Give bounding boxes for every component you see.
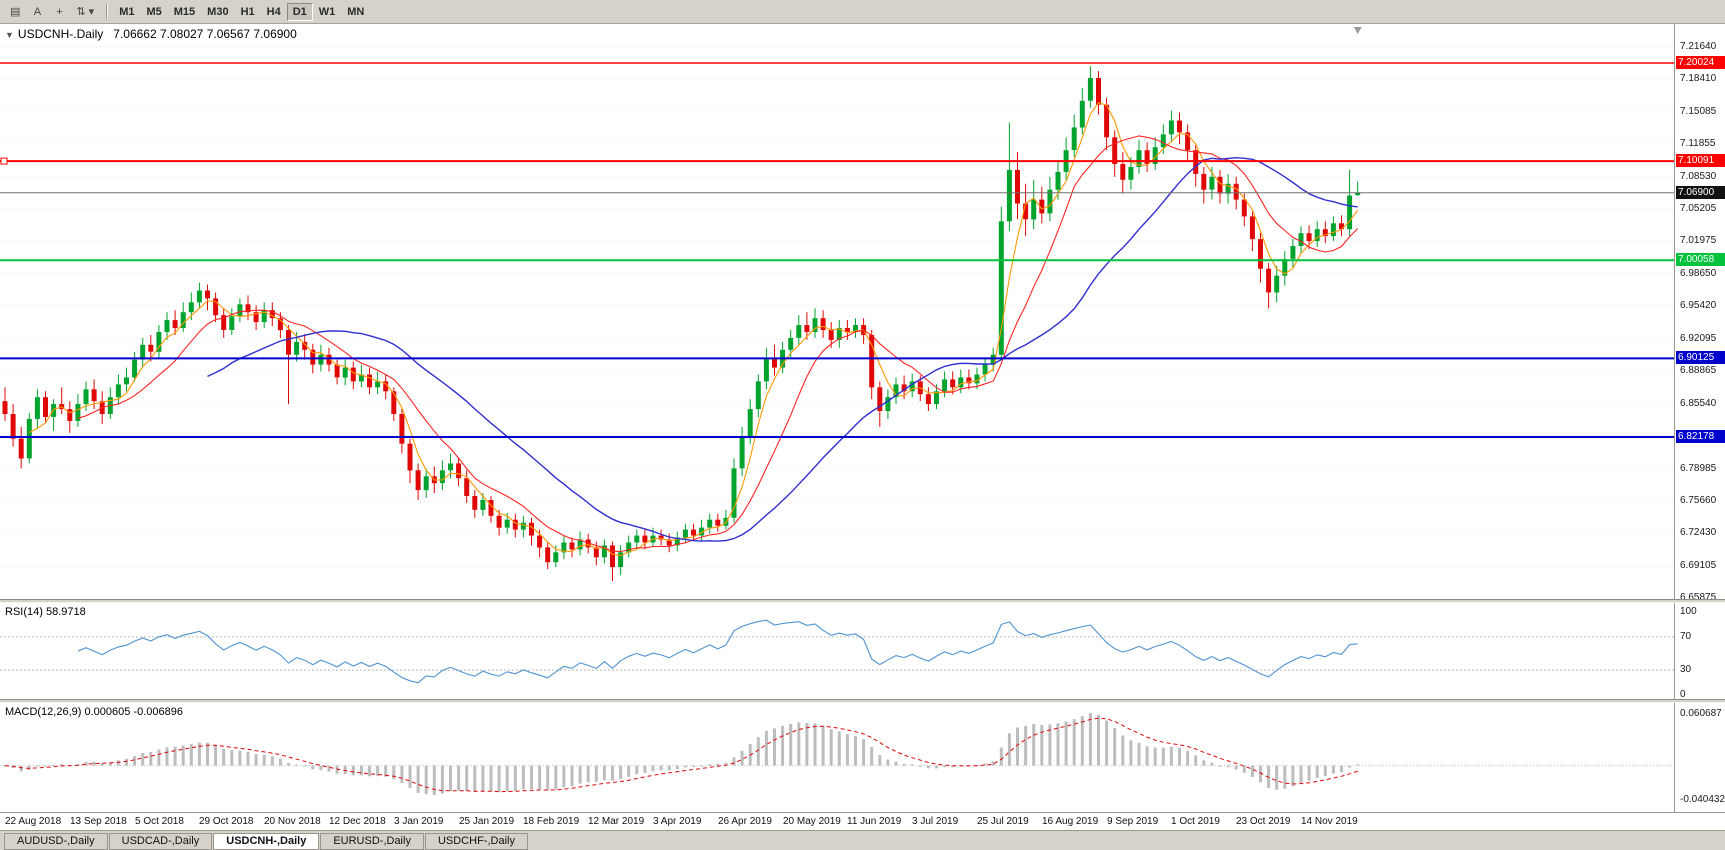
horizontal-level-lines[interactable] [0,62,1674,438]
time-axis-label: 25 Jan 2019 [459,816,515,827]
one-click-trading-toggle[interactable]: ▼ [5,30,14,40]
time-axis-label: 23 Oct 2019 [1236,816,1291,827]
timeframe-w1-button[interactable]: W1 [318,6,336,18]
price-axis-label: 6.75660 [1680,495,1717,507]
price-level-box: 7.00058 [1676,253,1725,267]
price-level-box: 7.20024 [1676,55,1725,69]
price-axis-label: 7.18410 [1680,72,1717,84]
price-chart-pane[interactable] [0,24,1674,599]
price-axis-label: 6.85540 [1680,397,1717,409]
price-axis-label: 7.01975 [1680,235,1717,247]
price-axis-label: 6.95420 [1680,300,1717,312]
chart-ohlc-values: 7.06662 7.08027 7.06567 7.06900 [113,27,297,41]
rsi-axis-label: 30 [1680,664,1692,676]
candlestick-chart[interactable] [0,24,1674,599]
price-axis-label: 7.15085 [1680,105,1717,117]
timeframe-h1-button[interactable]: H1 [240,6,255,18]
tool-icons-group: ▤ A + ⇅ ▾ [4,2,100,21]
chart-tab-usdchf[interactable]: USDCHF-,Daily [424,833,528,850]
time-axis[interactable]: 22 Aug 2018 13 Sep 2018 5 Oct 2018 29 Oct 2… [0,812,1725,830]
timeframe-m1-button[interactable]: M1 [119,6,135,18]
time-axis-label: 12 Dec 2018 [329,816,386,827]
level-line-handle[interactable] [0,157,8,165]
price-axis-label: 7.21640 [1680,41,1717,52]
time-axis-label: 1 Oct 2019 [1171,816,1220,827]
macd-indicator-pane[interactable] [0,703,1674,812]
time-axis-label: 29 Oct 2018 [199,816,254,827]
price-axis-label: 6.78985 [1680,462,1717,474]
time-axis-label: 26 Apr 2019 [718,816,772,827]
macd-axis-label: -0.040432 [1680,794,1725,805]
time-axis-label: 3 Jul 2019 [912,816,959,827]
chart-tab-usdcnh[interactable]: USDCNH-,Daily [213,833,320,850]
time-axis-label: 3 Apr 2019 [653,816,702,827]
rsi-indicator-chart[interactable] [0,603,1674,699]
price-axis-label: 6.69105 [1680,560,1717,572]
price-axis-label: 6.92095 [1680,332,1717,344]
time-axis-label: 13 Sep 2018 [70,816,127,827]
moving-average-lines [29,102,1359,557]
timeframe-toolbar: M1 M5 M15 M30 H1 H4 D1 W1 MN [113,2,370,21]
chart-tab-usdcad[interactable]: USDCAD-,Daily [108,833,213,850]
time-axis-label: 20 Nov 2018 [264,816,321,827]
rsi-line [77,619,1358,684]
pane-splitter[interactable] [0,599,1725,603]
time-axis-label: 20 May 2019 [783,816,841,827]
time-axis-label: 18 Feb 2019 [523,816,580,827]
timeframe-mn-button[interactable]: MN [347,6,365,18]
rsi-axis-label: 100 [1680,606,1697,617]
price-axis-label: 7.11855 [1680,137,1716,149]
time-axis-label: 12 Mar 2019 [588,816,645,827]
time-axis-label: 16 Aug 2019 [1042,816,1099,827]
time-axis-label: 14 Nov 2019 [1301,816,1358,827]
rsi-indicator-header: RSI(14) 58.9718 [5,606,86,618]
chart-tab-eurusd[interactable]: EURUSD-,Daily [320,833,424,850]
chart-tabs-bar: AUDUSD-,Daily USDCAD-,Daily USDCNH-,Daily E… [0,830,1725,850]
price-level-box: 7.10091 [1676,154,1725,168]
toolbar-separator [106,4,108,19]
price-axis-label: 6.72430 [1680,527,1717,539]
crosshair-icon[interactable]: + [56,6,63,18]
price-level-box: 6.90125 [1676,351,1725,365]
macd-indicator-header: MACD(12,26,9) 0.000605 -0.006896 [5,706,183,718]
grid-lines [0,46,1674,599]
macd-axis-label: 0.060687 [1680,708,1722,719]
macd-histogram [3,713,1360,795]
time-axis-label: 11 Jun 2019 [847,816,902,827]
rsi-axis-label: 70 [1680,630,1692,642]
chart-title: ▼ USDCNH-.Daily 7.06662 7.08027 7.06567 7.… [5,27,297,41]
price-axis-label: 7.08530 [1680,170,1717,182]
price-level-box: 6.82178 [1676,429,1725,443]
current-price-box: 7.06900 [1676,185,1725,199]
time-axis-label: 25 Jul 2019 [977,816,1029,827]
annotations-icon[interactable]: A [33,6,42,18]
timeframe-m5-button[interactable]: M5 [146,6,162,18]
menu-icon[interactable]: ▤ [10,6,21,18]
price-axis[interactable]: 7.21640 7.18410 7.15085 7.11855 7.08530 7.052… [1674,24,1725,812]
rsi-indicator-pane[interactable] [0,603,1674,699]
macd-indicator-chart[interactable] [0,703,1674,812]
chart-tab-audusd[interactable]: AUDUSD-,Daily [4,833,108,850]
price-axis-label: 6.88865 [1680,364,1717,376]
time-axis-label: 5 Oct 2018 [135,816,184,827]
macd-signal-line [4,717,1358,793]
timeframe-d1-button[interactable]: D1 [286,3,313,21]
time-axis-label: 3 Jan 2019 [394,816,444,827]
timeframe-h4-button[interactable]: H4 [266,6,281,18]
candles[interactable] [2,66,1361,581]
chart-symbol-period: USDCNH-.Daily [17,27,104,41]
time-axis-label: 9 Sep 2019 [1107,816,1159,827]
scroll-tools-icon[interactable]: ⇅ ▾ [76,6,95,18]
pane-splitter[interactable] [0,699,1725,703]
timeframe-m15-button[interactable]: M15 [173,6,196,18]
rsi-axis-label: 0 [1680,689,1686,700]
timeframe-m30-button[interactable]: M30 [207,6,229,18]
price-axis-label: 7.05205 [1680,203,1717,215]
price-axis-label: 6.98650 [1680,268,1717,280]
chart-shift-marker-icon[interactable] [1353,27,1362,34]
price-axis-label: 6.65875 [1680,592,1717,604]
toolbar: ▤ A + ⇅ ▾ M1 M5 M15 M30 H1 H4 D1 W1 MN [0,0,1725,24]
time-axis-label: 22 Aug 2018 [5,816,62,827]
